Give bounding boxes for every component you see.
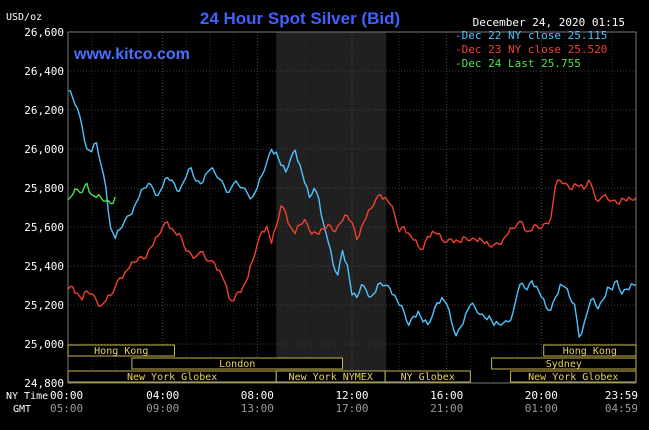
x-tick-label-ny: 16:00 [430,389,463,402]
x-tick-label-gmt: 17:00 [335,402,368,415]
legend: -Dec 22 NY close 25.115 -Dec 23 NY close… [455,29,607,70]
trading-session-shade [276,32,387,383]
series-dec-24 [67,182,116,205]
market-label: New York Globex [127,372,217,383]
market-hong-kong: Hong Kong [543,344,637,357]
y-tick-label: 24,800 [24,377,64,390]
x-tick-label-ny: 00:00 [50,389,83,402]
series-line [67,182,116,205]
plot-frame [67,31,637,384]
legend-item-dec-24: -Dec 24 Last 25.755 [455,57,581,70]
x-tick-label-gmt: 05:00 [50,402,83,415]
y-tick-label: 26,200 [24,104,64,117]
x-tick-label-ny: 20:00 [525,389,558,402]
series-line [67,89,637,338]
market-label: Sydney [546,359,582,370]
y-tick-label: 26,600 [24,26,64,39]
x-tick-label-gmt: 13:00 [241,402,274,415]
y-tick-label: 25,200 [24,299,64,312]
market-label: London [219,359,255,370]
chart-title: 24 Hour Spot Silver (Bid) [200,9,400,28]
market-new-york-globex: New York Globex [510,370,637,383]
x-axis-label-gmt: GMT [13,404,31,415]
market-label: Hong Kong [94,346,148,357]
x-tick-label-gmt: 21:00 [430,402,463,415]
series-line [67,179,637,307]
market-london: London [131,357,344,370]
y-tick-label: 26,000 [24,143,64,156]
market-sydney: Sydney [491,357,637,370]
market-new-york-globex: New York Globex [67,370,277,383]
y-tick-label: 25,400 [24,260,64,273]
y-tick-label: 25,000 [24,338,64,351]
x-tick-label-ny: 08:00 [241,389,274,402]
x-tick-label-gmt: 04:59 [605,402,638,415]
market-label: New York NYMEX [289,372,373,383]
legend-item-dec-22: -Dec 22 NY close 25.115 [455,29,607,42]
x-tick-label-gmt: 01:00 [525,402,558,415]
market-hong-kong: Hong Kong [67,344,175,357]
date-label: December 24, 2020 01:15 [473,16,625,29]
watermark: www.kitco.com [73,46,190,63]
market-new-york-nymex: New York NYMEX [275,370,386,383]
x-tick-label-ny: 04:00 [146,389,179,402]
legend-item-dec-23: -Dec 23 NY close 25.520 [455,43,607,56]
market-label: New York Globex [528,372,618,383]
market-ny-globex: NY Globex [384,370,471,383]
unit-label: USD/oz [6,12,42,23]
series-dec-23 [67,179,637,307]
market-label: Hong Kong [563,346,617,357]
market-label: NY Globex [401,372,455,383]
series-dec-22 [67,89,637,338]
x-axis-label-ny: NY Time [6,391,48,402]
y-tick-label: 25,800 [24,182,64,195]
x-tick-label-gmt: 09:00 [146,402,179,415]
x-tick-label-ny: 12:00 [335,389,368,402]
y-tick-label: 25,600 [24,221,64,234]
x-tick-label-ny: 23:59 [605,389,638,402]
y-tick-label: 26,400 [24,65,64,78]
